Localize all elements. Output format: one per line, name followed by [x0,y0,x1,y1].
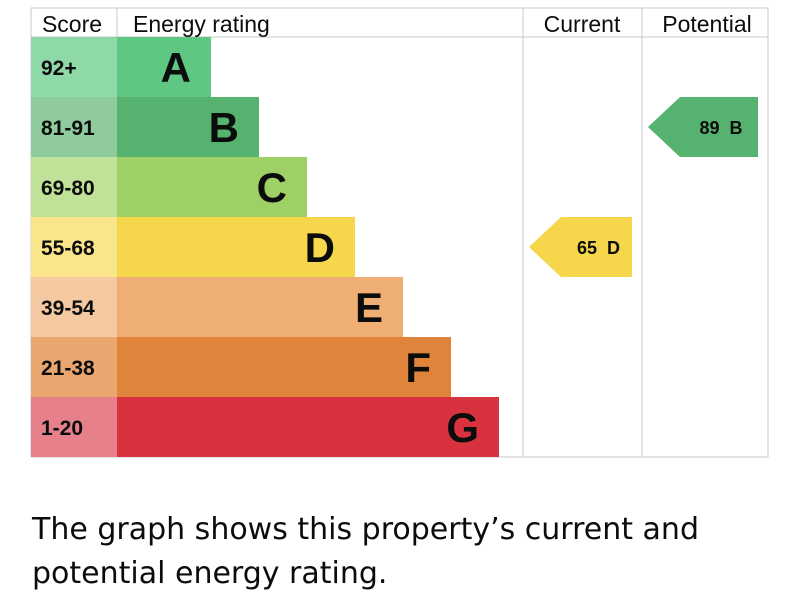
score-cell-d [31,217,117,277]
header-potential: Potential [662,11,752,37]
rating-bars: 92+ A 81-91 B 69-80 C 55-68 D 39-54 E 21-38 F 1-20 G [31,37,499,457]
band-bar-c [117,157,307,217]
band-bar-d [117,217,355,277]
chart-caption: The graph shows this property’s current … [32,512,699,591]
band-letter-d: D [305,224,335,271]
score-label-f: 21-38 [41,357,95,380]
potential-arrow [648,97,758,157]
band-bar-g [117,397,499,457]
band-bar-b [117,97,259,157]
header-score: Score [42,11,102,37]
band-letter-c: C [257,164,287,211]
score-cell-e [31,277,117,337]
header-current: Current [544,11,621,37]
current-rating-label: 65 D [577,238,620,258]
score-label-g: 1-20 [41,417,83,440]
score-cell-a [31,37,117,97]
score-cell-f [31,337,117,397]
energy-rating-chart: 92+ A81-91 B69-80 C55-68 D39-54 E21-38 F1-20 G … [30,7,769,458]
band-letter-a: A [161,44,191,91]
band-bar-a [117,37,211,97]
band-bar-f [117,337,451,397]
score-cell-g [31,397,117,457]
rating-arrows: 65 D 89 B [529,97,758,277]
score-label-d: 55-68 [41,237,95,260]
score-cell-c [31,157,117,217]
band-letter-e: E [355,284,383,331]
band-letter-b: B [209,104,239,151]
band-bar-e [117,277,403,337]
band-letter-f: F [405,344,431,391]
current-arrow [529,217,632,277]
score-label-b: 81-91 [41,117,95,140]
band-letter-g: G [446,404,479,451]
potential-rating-label: 89 B [699,118,742,138]
header-energy-rating: Energy rating [133,11,270,37]
score-cell-b [31,97,117,157]
score-label-c: 69-80 [41,177,95,200]
score-label-e: 39-54 [41,297,95,320]
score-label-a: 92+ [41,57,77,80]
